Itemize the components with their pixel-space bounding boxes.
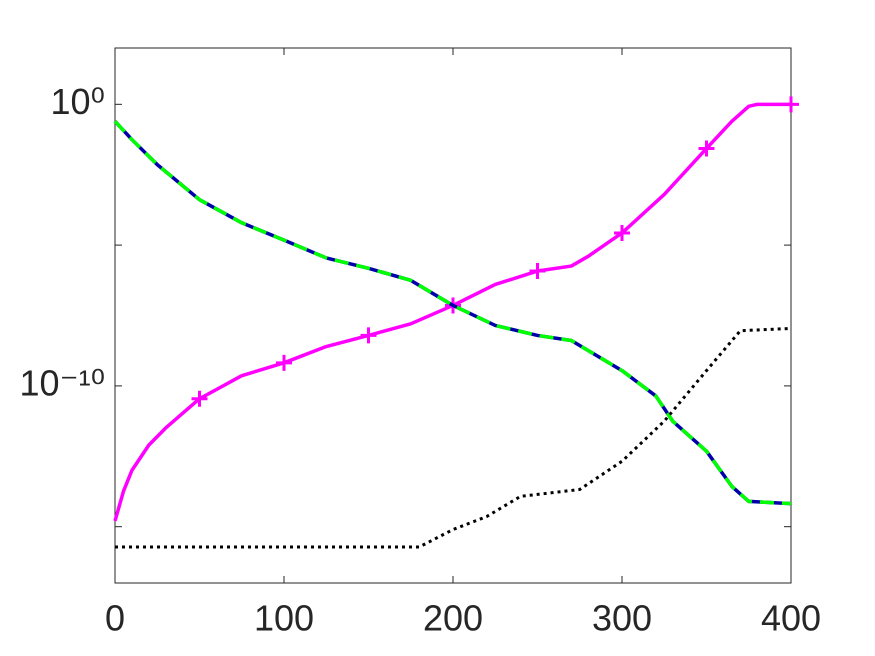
y-tick-label: 10⁻¹⁰ xyxy=(20,362,105,403)
x-tick-label: 400 xyxy=(761,598,821,639)
marker xyxy=(614,224,630,241)
x-tick-label: 0 xyxy=(105,598,125,639)
series-line xyxy=(113,120,792,506)
marker xyxy=(783,96,799,113)
x-tick-label: 300 xyxy=(592,598,652,639)
marker xyxy=(529,263,546,280)
y-tick-label: 10⁰ xyxy=(51,81,105,122)
marker xyxy=(191,390,208,407)
x-tick-label: 100 xyxy=(254,598,314,639)
axes-box xyxy=(114,47,792,584)
marker xyxy=(698,140,715,157)
x-tick-label: 200 xyxy=(423,598,483,639)
series-line xyxy=(115,326,792,549)
marker xyxy=(360,327,377,344)
marker xyxy=(276,354,292,371)
